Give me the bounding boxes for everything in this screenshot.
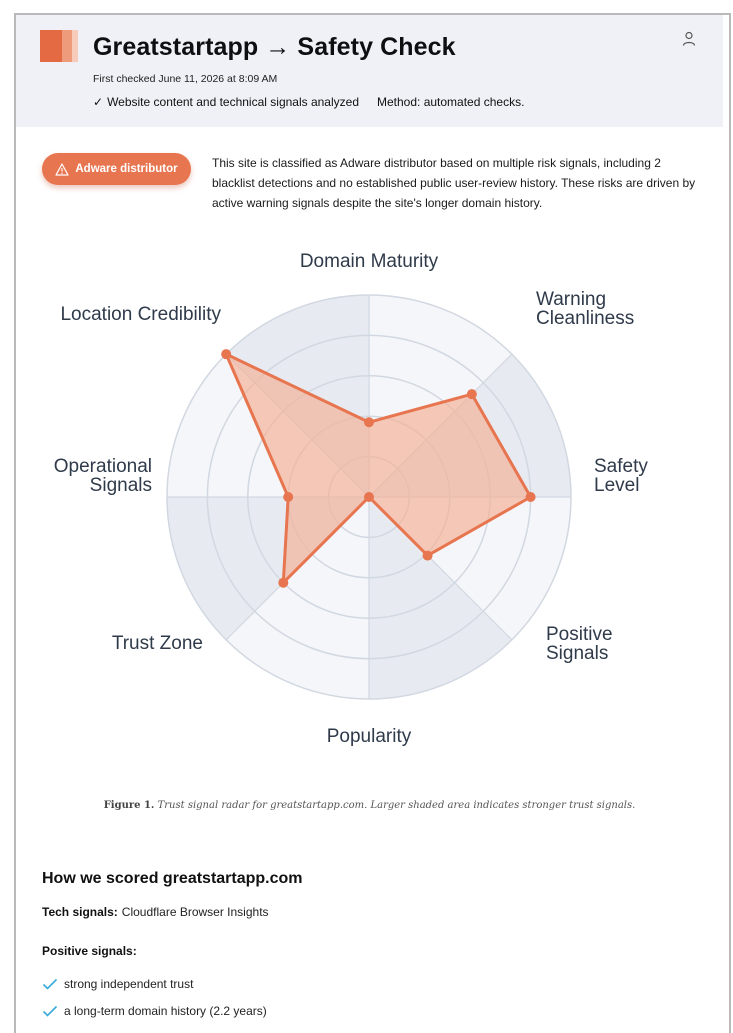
radar-data-point [466, 389, 477, 400]
radar-axis-label: Positive Signals [546, 624, 613, 664]
verdict-badge[interactable]: Adware distributor [42, 153, 191, 185]
page-title: Greatstartapp → Safety Check [93, 33, 456, 61]
tech-signals-label: Tech signals: [42, 905, 118, 919]
figure-label: Figure 1. [103, 800, 155, 811]
radar-axis-label: Trust Zone [112, 633, 203, 654]
verdict-badge-label: Adware distributor [75, 163, 178, 175]
checkmark-icon [42, 978, 58, 990]
radar-data-point [422, 550, 433, 561]
trust-radar-chart: Domain Maturity Warning Cleanliness Safety L… [54, 251, 649, 747]
warning-triangle-icon [55, 162, 69, 176]
radar-data-point [364, 492, 374, 502]
tech-signals-value: Cloudflare Browser Insights [121, 905, 269, 919]
figure-caption: Figure 1. Trust signal radar for greatst… [16, 800, 723, 811]
radar-axis-label: Domain Maturity [300, 251, 439, 272]
positive-signal-text: strong independent trust [64, 976, 194, 991]
first-checked-timestamp: First checked June 11, 2026 at 8:09 AM [93, 73, 278, 85]
radar-data-point [221, 349, 232, 360]
site-logo [40, 30, 78, 62]
checkmark-icon [42, 1005, 58, 1017]
radar-sector [369, 497, 512, 699]
analysis-info: ✓ Website content and technical signals a… [93, 95, 524, 109]
radar-data-point [525, 492, 536, 502]
tech-signals: Tech signals: Cloudflare Browser Insights [42, 905, 269, 919]
positive-signal-text: a long-term domain history (2.2 years) [64, 1003, 267, 1018]
radar-axis-label: Warning Cleanliness [536, 289, 634, 329]
page-header: Greatstartapp → Safety Check First check… [16, 15, 723, 127]
positive-signals-title: Positive signals: [42, 944, 137, 958]
list-item: a long-term domain history (2.2 years) [42, 997, 267, 1024]
user-icon[interactable] [682, 31, 696, 47]
figure-caption-text: Trust signal radar for greatstartapp.com… [157, 800, 636, 811]
radar-data-point [278, 577, 289, 588]
method-text: Method: automated checks. [377, 95, 525, 109]
radar-data-point [364, 417, 374, 428]
scoring-title: How we scored greatstartapp.com [42, 870, 303, 887]
analysis-text: Website content and technical signals an… [107, 95, 359, 109]
radar-sector [226, 497, 369, 699]
list-item: strong independent trust [42, 970, 267, 997]
radar-data-point [283, 492, 294, 502]
checkmark-icon: ✓ [93, 95, 104, 109]
radar-axis-label: Safety Level [594, 456, 648, 496]
positive-signals-list: strong independent trust a long-term dom… [42, 970, 267, 1024]
verdict-summary: This site is classified as Adware distri… [212, 156, 696, 210]
radar-axis-label: Location Credibility [60, 304, 221, 325]
radar-axis-label: Popularity [327, 726, 412, 747]
radar-axis-label: Operational Signals [54, 456, 152, 496]
